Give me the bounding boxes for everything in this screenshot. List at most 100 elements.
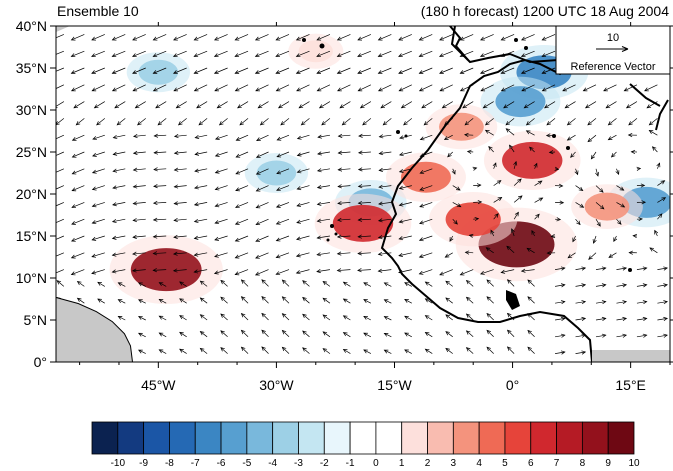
wind-vector-head (464, 132, 469, 137)
wind-vector-head (111, 218, 117, 224)
wind-vector-head (377, 251, 383, 256)
wind-vector-head (517, 178, 522, 183)
wind-vector (179, 332, 187, 338)
wind-vector-head (418, 36, 424, 41)
wind-vector (317, 84, 331, 92)
wind-vector (194, 235, 208, 239)
wind-vector (317, 185, 330, 188)
wind-vector-head (193, 87, 199, 92)
wind-vector-head (404, 282, 409, 287)
wind-vector-head (317, 134, 322, 139)
wind-vector-head (132, 251, 137, 256)
wind-vector-head (584, 104, 590, 109)
wind-vector-head (363, 315, 368, 320)
wind-vector-head (570, 153, 575, 158)
wind-vector-head (527, 296, 532, 301)
wind-vector-head (485, 247, 491, 252)
wind-vector (534, 197, 543, 203)
wind-vector (173, 235, 187, 238)
wind-vector (399, 235, 412, 240)
wind-vector-head (505, 128, 511, 133)
wind-vector (235, 252, 249, 259)
wind-vector-head (588, 255, 593, 260)
wind-vector (501, 269, 515, 273)
wind-vector (282, 279, 290, 287)
wind-vector-head (255, 154, 261, 158)
wind-vector-head (421, 104, 426, 109)
wind-vector-head (51, 53, 55, 56)
wind-vector-head (625, 104, 631, 109)
wind-vector (112, 34, 126, 41)
wind-vector-head (506, 245, 511, 251)
wind-vector (276, 168, 290, 174)
wind-vector (276, 235, 290, 242)
wind-vector (112, 252, 126, 256)
wind-vector-head (642, 316, 648, 321)
wind-vector (194, 67, 208, 74)
wind-vector (296, 34, 310, 41)
wind-vector (357, 252, 371, 254)
wind-vector (215, 151, 228, 157)
wind-vector-head (117, 282, 123, 287)
wind-vector (480, 34, 494, 41)
wind-vector-head (357, 200, 363, 206)
wind-vector (343, 281, 351, 287)
wind-vector-head (214, 220, 220, 225)
wind-vector (521, 84, 535, 92)
wind-vector-head (295, 253, 301, 258)
wind-vector (513, 178, 522, 186)
wind-vector-head (214, 169, 220, 174)
wind-vector (657, 267, 668, 270)
wind-vector (77, 281, 85, 287)
wind-vector-head (630, 149, 636, 154)
wind-vector-head (240, 346, 246, 352)
wind-vector-head (482, 104, 488, 109)
wind-vector-head (377, 235, 383, 240)
wind-vector-head (456, 203, 462, 208)
wind-vector-head (70, 36, 76, 41)
wind-vector-head (398, 36, 403, 41)
wind-vector (322, 297, 331, 304)
colorbar-label: 2 (425, 458, 431, 469)
wind-vector-head (418, 254, 424, 258)
wind-vector (113, 168, 126, 172)
wind-vector (636, 301, 647, 304)
wind-vector (526, 247, 535, 254)
wind-vector-head (316, 185, 322, 190)
wind-vector (194, 218, 208, 222)
wind-vector (616, 168, 619, 175)
colorbar-swatch (427, 421, 454, 455)
wind-vector (174, 134, 187, 137)
wind-vector (445, 252, 453, 258)
wind-vector (296, 269, 310, 274)
wind-vector-head (214, 152, 220, 157)
wind-vector-head (255, 204, 261, 209)
wind-vector-head (342, 298, 348, 303)
wind-vector (92, 235, 105, 241)
wind-vector (56, 280, 65, 287)
wind-vector-head (173, 36, 178, 41)
wind-vector (173, 34, 187, 41)
wind-vector-head (173, 150, 179, 155)
wind-vector (297, 151, 310, 156)
wind-vector (493, 162, 497, 169)
wind-vector-head (133, 134, 138, 139)
colorbar-swatch (194, 421, 222, 455)
wind-vector (595, 267, 606, 270)
wind-vector-head (500, 36, 506, 41)
wind-vector-head (220, 313, 225, 318)
wind-vector (159, 349, 167, 354)
wind-vector (636, 334, 647, 338)
east-africa-coast (655, 99, 669, 131)
wind-vector (363, 316, 372, 321)
wind-vector-head (642, 283, 648, 288)
wind-vector-head (359, 104, 365, 109)
wind-vector (337, 67, 351, 74)
colorbar-swatch (169, 421, 196, 455)
wind-vector-head (132, 201, 138, 206)
wind-vector (649, 118, 658, 126)
wind-vector-head (111, 53, 117, 58)
wind-vector (302, 280, 310, 287)
wind-vector-head (566, 136, 572, 141)
wind-vector-head (383, 332, 389, 337)
